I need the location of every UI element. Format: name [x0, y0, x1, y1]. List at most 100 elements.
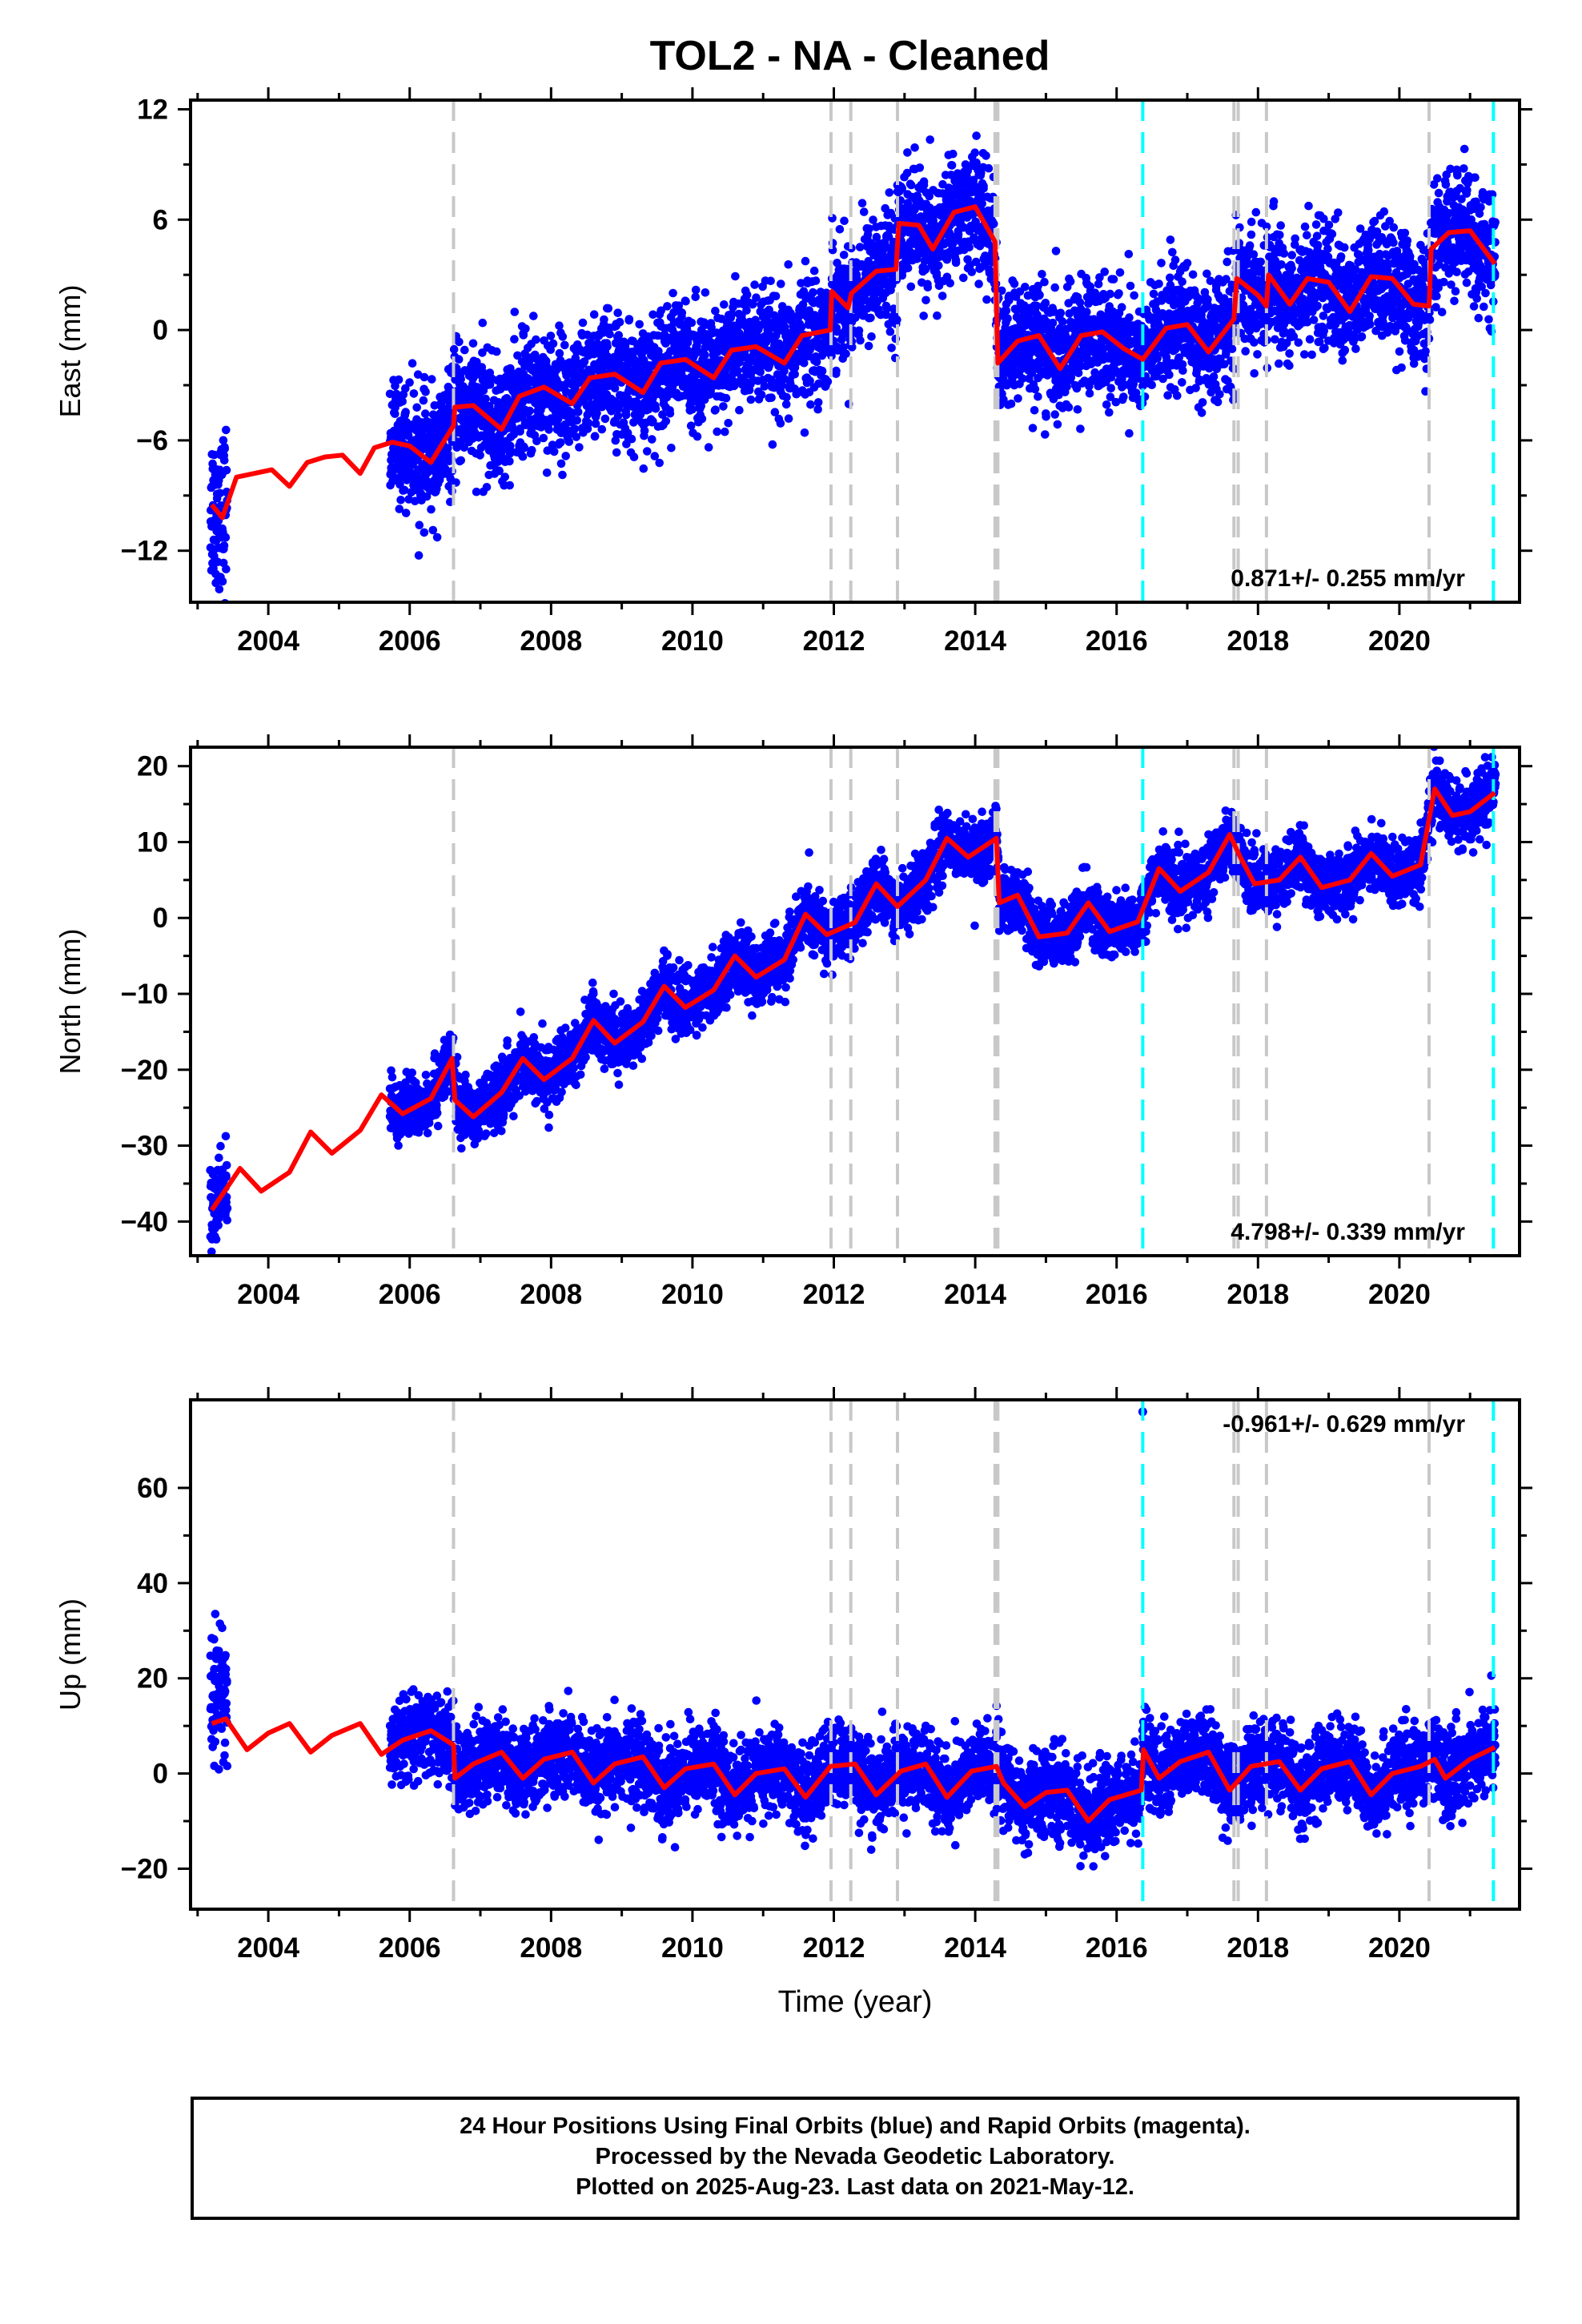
data-point	[1041, 299, 1050, 308]
data-point	[823, 377, 833, 386]
data-point	[813, 398, 823, 407]
data-point	[893, 315, 901, 324]
data-point	[921, 296, 930, 305]
data-point	[592, 408, 601, 418]
data-point	[923, 283, 933, 292]
data-point	[215, 585, 224, 594]
data-point	[409, 389, 419, 398]
data-point	[781, 400, 791, 409]
data-point	[1336, 252, 1346, 261]
data-point	[1256, 257, 1265, 267]
data-point	[869, 215, 877, 224]
data-point	[414, 551, 424, 560]
data-point	[713, 427, 721, 436]
data-point	[521, 324, 530, 333]
data-point	[1105, 408, 1114, 417]
data-point	[1166, 235, 1175, 244]
data-point	[428, 525, 438, 535]
data-point	[978, 199, 986, 208]
data-point	[620, 340, 630, 349]
data-point	[1173, 391, 1182, 400]
data-point	[686, 421, 696, 430]
data-point	[677, 308, 687, 317]
data-point	[627, 434, 636, 444]
data-point	[766, 276, 775, 286]
data-point	[222, 425, 231, 435]
data-point	[510, 308, 520, 316]
data-point	[635, 320, 644, 329]
data-point	[832, 366, 841, 376]
data-point	[505, 480, 514, 490]
data-point	[932, 268, 942, 278]
data-point	[1327, 230, 1337, 239]
data-point	[1032, 301, 1041, 311]
data-point	[882, 304, 892, 313]
data-point	[701, 350, 709, 360]
data-point	[570, 424, 580, 433]
data-point	[395, 505, 404, 513]
data-point	[644, 404, 653, 414]
data-point	[558, 470, 567, 480]
data-point	[1285, 349, 1294, 358]
data-point	[572, 416, 581, 425]
data-point	[578, 318, 588, 328]
data-point	[697, 414, 707, 424]
data-point	[938, 292, 947, 300]
data-points-east	[206, 131, 1500, 602]
data-point	[797, 279, 805, 287]
data-point	[1170, 255, 1180, 264]
data-point	[495, 466, 504, 476]
data-point	[460, 345, 469, 355]
data-point	[751, 316, 760, 325]
data-point	[731, 271, 740, 281]
data-point	[591, 419, 600, 428]
data-point	[663, 302, 672, 311]
data-point	[543, 446, 552, 455]
data-point	[222, 465, 231, 475]
data-point	[655, 458, 664, 468]
data-point	[776, 419, 785, 428]
data-point	[420, 528, 429, 537]
data-point	[1287, 251, 1296, 259]
data-point	[1051, 247, 1061, 255]
data-point	[982, 151, 990, 160]
data-point	[965, 243, 974, 252]
data-point	[391, 381, 400, 391]
data-point	[1042, 412, 1050, 421]
data-point	[643, 447, 652, 456]
data-point	[1245, 241, 1255, 250]
data-point	[885, 188, 894, 197]
data-point	[420, 372, 429, 382]
data-point	[735, 405, 744, 415]
data-point	[809, 266, 819, 275]
data-point	[621, 407, 631, 416]
data-point	[1227, 344, 1237, 354]
data-point	[949, 149, 958, 159]
data-point	[959, 273, 968, 283]
data-point	[881, 310, 891, 320]
data-point	[219, 541, 229, 550]
data-point	[925, 191, 934, 201]
data-point	[427, 505, 436, 514]
data-point	[401, 384, 410, 393]
data-point	[984, 163, 994, 173]
data-point	[408, 359, 417, 368]
data-point	[864, 341, 873, 351]
data-point	[704, 443, 713, 452]
data-point	[1340, 243, 1349, 252]
data-point	[1125, 428, 1134, 438]
data-point	[669, 288, 677, 298]
data-point	[1106, 384, 1115, 393]
data-point	[544, 425, 553, 434]
data-point	[455, 337, 464, 347]
data-point	[839, 343, 848, 352]
data-point	[610, 384, 620, 393]
data-point	[921, 265, 930, 274]
data-point	[1351, 344, 1360, 353]
data-point	[597, 424, 607, 434]
data-point	[400, 485, 409, 495]
data-point	[947, 161, 957, 170]
data-point	[510, 335, 519, 344]
data-point	[1209, 372, 1219, 381]
data-point	[539, 433, 548, 443]
